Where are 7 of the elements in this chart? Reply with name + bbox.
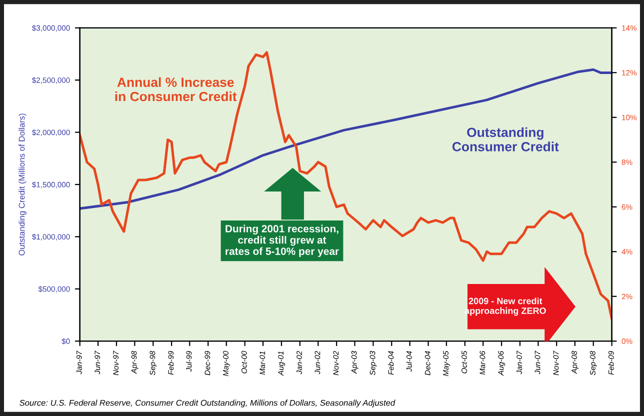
line-series: [80, 51, 612, 320]
series-label: Outstanding Consumer Credit: [452, 127, 559, 152]
line-series: [80, 68, 612, 210]
annotation: During 2001 recession, credit still grew at rates of 5-10% per year: [226, 224, 339, 257]
y-axis-title: Outstanding Credit (Millions of Dollars): [18, 114, 26, 256]
series-label: Annual % Increase in Consumer Credit: [115, 77, 237, 102]
source-note: Source: U.S. Federal Reserve, Consumer Credit Outstanding, Millions of Dollars, Seasonally Adjusted: [20, 400, 396, 408]
